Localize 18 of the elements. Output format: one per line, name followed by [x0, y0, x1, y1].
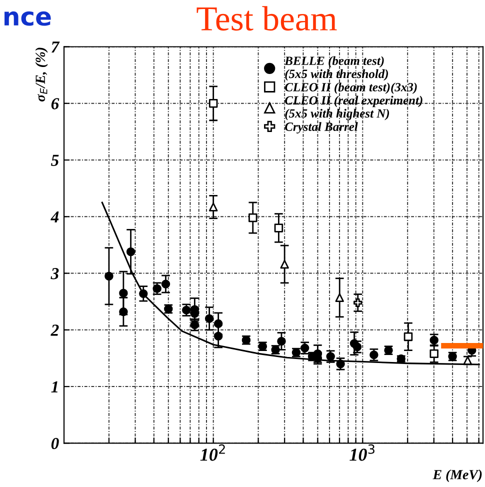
- legend-label: BELLE (beam test) (5x5 with threshold): [284, 56, 388, 81]
- chart-title: Test beam: [196, 6, 337, 31]
- y-axis-title: σ$_{E}$/E, (%): [35, 48, 48, 102]
- y-tick-label: 4: [50, 211, 59, 222]
- y-tick-label: 6: [51, 98, 60, 110]
- y-tick-label: 2: [50, 324, 59, 336]
- legend-label: CLEO II (beam test)(3x3): [285, 82, 417, 94]
- text: nce: [4, 11, 51, 26]
- x-tick-label: 10$^{2}$: [200, 444, 225, 461]
- y-tick-label: 5: [51, 154, 59, 166]
- x-tick-label: 10$^{3}$: [350, 444, 374, 461]
- x-axis-title: E (MeV): [432, 470, 482, 482]
- y-tick-label: 7: [52, 42, 60, 53]
- y-tick-label: 1: [51, 381, 58, 392]
- y-tick-label: 3: [50, 268, 59, 280]
- legend-label: Crystal Barrel: [285, 122, 358, 134]
- y-tick-label: 0: [51, 438, 59, 450]
- legend-label: CLEO II (real experiment) (5x5 with highest N): [285, 96, 422, 120]
